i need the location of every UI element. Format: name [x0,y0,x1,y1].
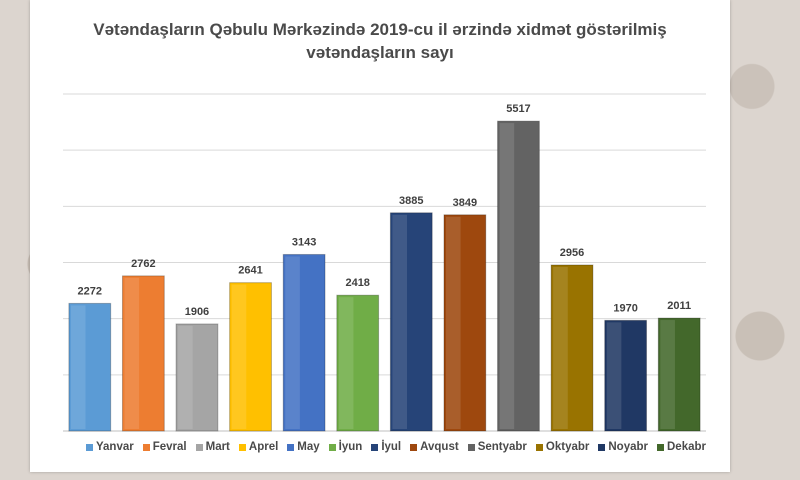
bar-group-1: 2762 [121,258,165,432]
legend-item: Avqust [410,441,459,453]
bar-yanvar [68,302,112,432]
bar-highlight [178,325,193,429]
bar-avqust [443,214,487,432]
legend-swatch [598,443,606,451]
legend-swatch [371,443,379,451]
data-label: 2011 [667,300,691,312]
chart-card: Vətəndaşların Qəbulu Mərkəzində 2019-cu … [30,0,730,472]
legend-label: Yanvar [95,441,134,453]
bar-group-4: 3143 [282,236,326,432]
bar-group-2: 1906 [175,306,219,432]
legend-label: May [297,441,320,453]
bar-highlight [338,297,354,429]
legend-item: May [287,441,320,453]
legend-swatch [467,443,475,451]
bar-highlight [392,214,408,429]
bar-group-9: 2956 [550,247,594,432]
bar-group-7: 3849 [443,197,487,432]
data-label: 5517 [506,103,530,115]
legend-item: Fevral [142,441,187,453]
legend-item: Noyabr [598,441,648,453]
bar-chart-plot: 2272 2762 1906 2641 3143 2418 3885 3849 5517 2956… [63,93,706,432]
legend-item: Yanvar [85,441,134,453]
data-label: 2762 [131,258,155,270]
bar-highlight [70,305,86,429]
legend-label: Fevral [152,441,187,453]
legend-label: Avqust [420,441,459,453]
bar-may [282,253,326,432]
data-label: 2641 [238,265,262,277]
legend-label: Mart [205,441,230,453]
legend-swatch [287,443,295,451]
bar-highlight [553,266,568,429]
legend-label: İyul [381,441,402,453]
bar-sentyabr [497,120,540,432]
legend-swatch [328,443,336,451]
legend-item: İyul [371,441,401,453]
bar-highlight [231,284,247,429]
legend-swatch [535,443,543,451]
legend-item: Dekabr [657,441,706,453]
legend-label: Sentyabr [477,441,527,453]
chart-legend: Yanvar Fevral Mart Aprel May İyun İyul Avqust Se… [66,441,726,453]
bar-oktyabr [550,264,594,432]
bar-highlight [606,322,622,429]
chart-title: Vətəndaşların Qəbulu Mərkəzində 2019-cu … [90,18,670,64]
bar-highlight [445,216,461,429]
bar-i̇yun [336,294,380,432]
data-label: 3885 [399,195,423,207]
bar-group-0: 2272 [68,285,112,432]
chart-title-line2: vətəndaşların sayı [306,43,454,62]
data-label: 2418 [345,277,369,289]
legend-swatch [238,443,246,451]
bar-mart [175,323,219,432]
bar-highlight [499,123,515,429]
bar-group-6: 3885 [389,195,433,432]
data-label: 3143 [292,236,316,248]
legend-swatch [142,443,150,451]
legend-label: Dekabr [667,441,706,453]
legend-item: Sentyabr [467,441,527,453]
data-label: 1906 [185,306,209,318]
data-label: 1970 [613,302,637,314]
bar-aprel [229,282,272,432]
bar-i̇yul [389,212,433,432]
legend-label: Oktyabr [545,441,590,453]
legend-label: Aprel [248,441,279,453]
bar-highlight [285,256,300,429]
bar-highlight [124,277,140,429]
legend-swatch [85,443,93,451]
bar-fevral [121,275,165,432]
legend-swatch [410,443,418,451]
bar-highlight [660,320,675,429]
bar-group-5: 2418 [336,277,380,432]
data-label: 2956 [560,247,584,259]
bar-noyabr [604,319,648,432]
data-label: 3849 [453,197,477,209]
bar-group-8: 5517 [497,103,540,432]
legend-item: İyun [328,441,363,453]
bar-group-11: 2011 [657,300,701,432]
legend-item: Mart [195,441,230,453]
bar-group-10: 1970 [604,302,648,432]
legend-label: Noyabr [608,441,648,453]
legend-swatch [195,443,203,451]
bar-dekabr [657,317,701,432]
bar-group-3: 2641 [229,265,272,432]
data-label: 2272 [78,285,102,297]
chart-title-line1: Vətəndaşların Qəbulu Mərkəzində 2019-cu … [93,20,667,39]
legend-label: İyun [338,441,363,453]
legend-swatch [657,443,664,451]
legend-item: Oktyabr [535,441,590,453]
legend-item: Aprel [238,441,279,453]
